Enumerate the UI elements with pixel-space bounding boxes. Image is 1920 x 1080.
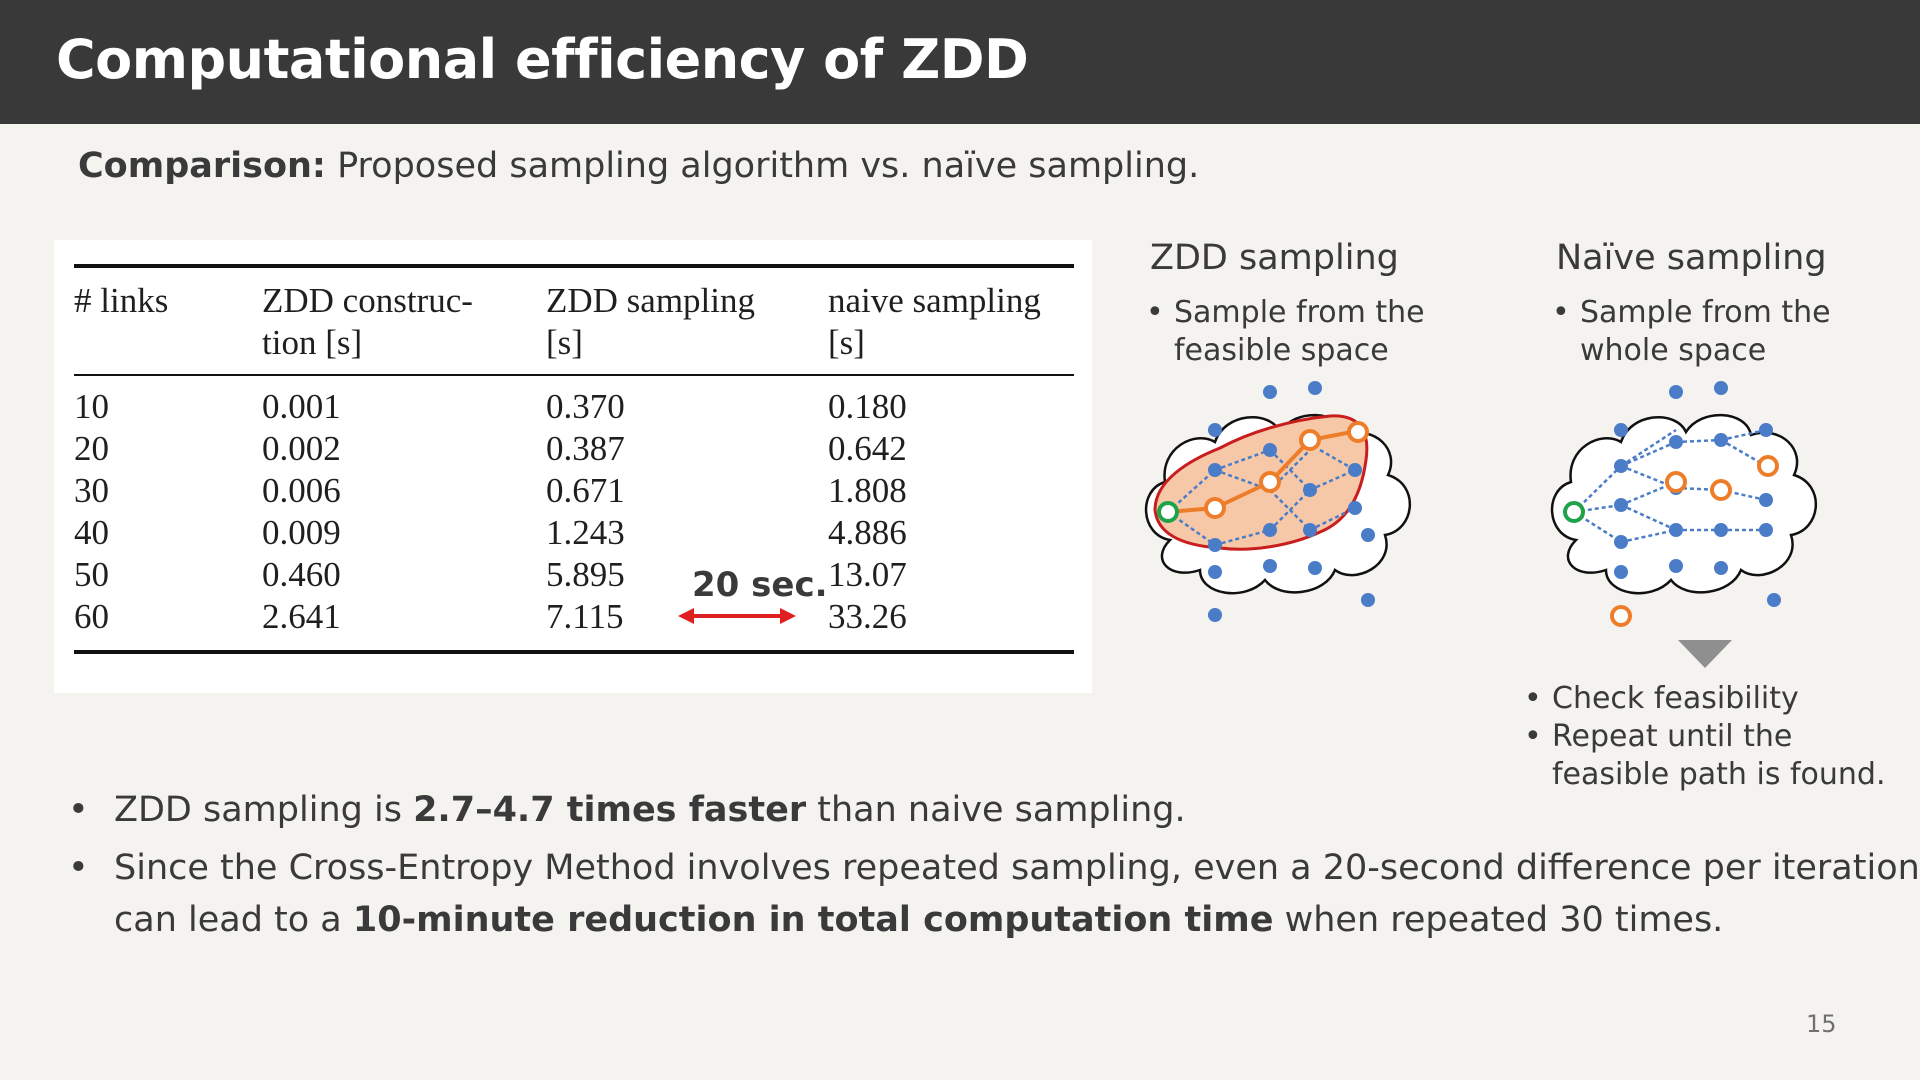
table-row: 50 0.460 5.895 13.07: [74, 555, 907, 594]
table-row: 40 0.009 1.243 4.886: [74, 513, 907, 552]
cloud-graph-whole-icon: [1550, 381, 1818, 627]
table-row: 60 2.641 7.115 33.26: [74, 597, 907, 636]
zdd-panel-title: ZDD sampling: [1150, 238, 1399, 278]
down-arrow-icon: [1678, 640, 1732, 668]
results-table: # links ZDD construc-tion [s] ZDD sampli…: [54, 240, 1092, 693]
bottom-rule: [74, 650, 1074, 654]
table-row: 20 0.002 0.387 0.642: [74, 429, 907, 468]
table-row: 10 0.001 0.370 0.180: [74, 387, 907, 426]
header-zdd-sampling: ZDD sampling [s]: [546, 281, 756, 362]
header-links: # links: [74, 281, 169, 320]
table-row: 30 0.006 0.671 1.808: [74, 471, 907, 510]
title-bar: [0, 0, 1920, 124]
subtitle-bold: Comparison:: [78, 146, 326, 186]
subtitle-text: Proposed sampling algorithm vs. naïve sa…: [325, 146, 1200, 186]
page-title: Computational efficiency of ZDD: [56, 28, 1029, 91]
naive-panel-title: Naïve sampling: [1556, 238, 1827, 278]
gap-label: 20 sec.: [692, 565, 828, 605]
header-zdd-construction: ZDD construc-tion [s]: [262, 281, 473, 362]
header-naive-sampling: naive sampling [s]: [828, 281, 1041, 362]
page-number: 15: [1806, 1010, 1837, 1038]
double-arrow-icon: [678, 608, 796, 624]
subtitle: Comparison: Proposed sampling algorithm …: [78, 146, 1199, 186]
top-rule: [74, 264, 1074, 268]
cloud-graph-feasible-icon: [1144, 381, 1412, 622]
header-rule: [74, 374, 1074, 376]
